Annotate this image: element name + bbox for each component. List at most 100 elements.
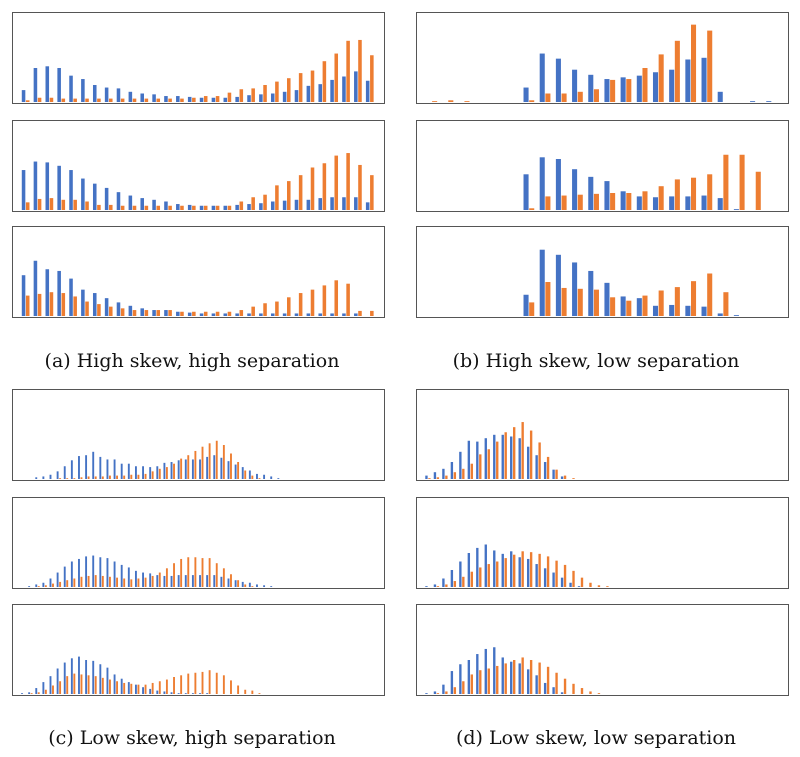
- bar-blue-18: [142, 572, 144, 587]
- bar-blue-36: [270, 586, 273, 587]
- bar-orange-28: [215, 672, 218, 694]
- bar-blue-15: [120, 564, 123, 587]
- bar-blue-3: [45, 162, 50, 210]
- bar-orange-13: [109, 679, 111, 694]
- bar-blue-16: [127, 463, 130, 479]
- bar-orange-11: [94, 575, 97, 587]
- bar-orange-4: [44, 689, 47, 694]
- bar-blue-3: [442, 578, 445, 587]
- bar-blue-11: [510, 551, 513, 587]
- bar-orange-3: [49, 198, 54, 210]
- bar-blue-15: [187, 312, 192, 316]
- bar-orange-18: [707, 30, 713, 103]
- bar-blue-5: [459, 664, 462, 694]
- bar-orange-19: [723, 154, 729, 210]
- bar-orange-20: [251, 306, 255, 316]
- bar-blue-6: [81, 178, 85, 210]
- bar-blue-13: [620, 77, 626, 102]
- bar-orange-2: [436, 586, 440, 587]
- bar-orange-27: [334, 53, 339, 102]
- bar-orange-13: [626, 193, 632, 210]
- bar-orange-11: [593, 193, 599, 210]
- bar-blue-12: [518, 557, 521, 587]
- bar-blue-15: [543, 682, 547, 694]
- bar-orange-2: [436, 477, 440, 479]
- bar-blue-16: [199, 313, 204, 316]
- bar-blue-18: [569, 582, 572, 587]
- bar-blue-17: [134, 684, 137, 694]
- bar-orange-14: [180, 311, 184, 316]
- bar-blue-30: [227, 461, 230, 479]
- bar-orange-8: [545, 93, 551, 102]
- bar-orange-6: [85, 201, 89, 210]
- bar-orange-21: [597, 585, 601, 587]
- bar-orange-23: [180, 558, 183, 587]
- bar-blue-7: [92, 293, 97, 316]
- bar-blue-11: [140, 308, 144, 316]
- bar-orange-21: [263, 303, 267, 316]
- bar-blue-17: [211, 205, 216, 210]
- bar-orange-20: [158, 681, 161, 694]
- bar-blue-6: [81, 289, 85, 316]
- bar-orange-1: [25, 295, 30, 316]
- caption-c: (c) Low skew, high separation: [48, 727, 336, 749]
- bar-orange-21: [263, 194, 267, 210]
- bar-orange-3: [49, 97, 54, 102]
- bar-blue-8: [104, 187, 109, 210]
- bar-orange-20: [251, 88, 255, 102]
- bar-blue-7: [523, 174, 529, 210]
- bar-blue-34: [256, 473, 258, 479]
- bar-orange-20: [589, 691, 592, 694]
- bar-orange-9: [561, 287, 567, 316]
- bar-blue-15: [187, 96, 192, 102]
- bar-blue-8: [70, 460, 73, 479]
- bar-orange-26: [322, 61, 327, 102]
- bar-orange-14: [642, 295, 648, 316]
- bar-blue-14: [636, 298, 642, 316]
- bar-orange-7: [66, 676, 69, 694]
- bar-blue-13: [526, 669, 530, 694]
- bar-orange-25: [310, 70, 315, 102]
- bar-blue-19: [149, 467, 152, 479]
- panel-frame: [12, 226, 385, 318]
- bar-blue-25: [191, 693, 194, 694]
- bar-orange-26: [201, 558, 204, 587]
- bar-blue-18: [701, 57, 707, 102]
- bar-blue-24: [184, 459, 187, 479]
- bar-blue-7: [476, 654, 479, 694]
- bar-blue-1: [21, 275, 26, 316]
- bar-blue-27: [330, 197, 334, 210]
- bar-orange-19: [580, 577, 584, 587]
- bar-orange-15: [123, 682, 126, 694]
- bar-orange-14: [180, 205, 184, 210]
- bar-blue-18: [223, 313, 228, 316]
- bar-orange-19: [239, 310, 244, 316]
- bar-blue-12: [518, 438, 521, 479]
- panel-c-2: [12, 497, 385, 589]
- bar-orange-27: [334, 155, 339, 210]
- bar-orange-34: [258, 478, 261, 479]
- bar-orange-1: [25, 202, 30, 210]
- bar-blue-25: [306, 199, 311, 210]
- bar-blue-27: [206, 693, 209, 694]
- bar-orange-29: [222, 675, 225, 694]
- bar-blue-5: [49, 676, 52, 694]
- bar-blue-2: [33, 68, 38, 102]
- bar-orange-27: [208, 443, 211, 479]
- bar-blue-29: [354, 197, 358, 210]
- bar-blue-14: [113, 674, 116, 694]
- panel-frame: [416, 12, 789, 104]
- bar-blue-26: [318, 198, 322, 210]
- bar-blue-14: [176, 96, 180, 102]
- bar-orange-17: [215, 96, 220, 102]
- bar-blue-8: [70, 658, 73, 694]
- bar-orange-3: [37, 692, 40, 694]
- bar-orange-29: [358, 310, 362, 316]
- bar-orange-10: [577, 288, 583, 316]
- bar-blue-19: [717, 91, 723, 102]
- bar-orange-31: [237, 580, 240, 587]
- bar-blue-7: [523, 294, 529, 316]
- bar-orange-2: [37, 198, 42, 210]
- bar-orange-15: [546, 456, 550, 479]
